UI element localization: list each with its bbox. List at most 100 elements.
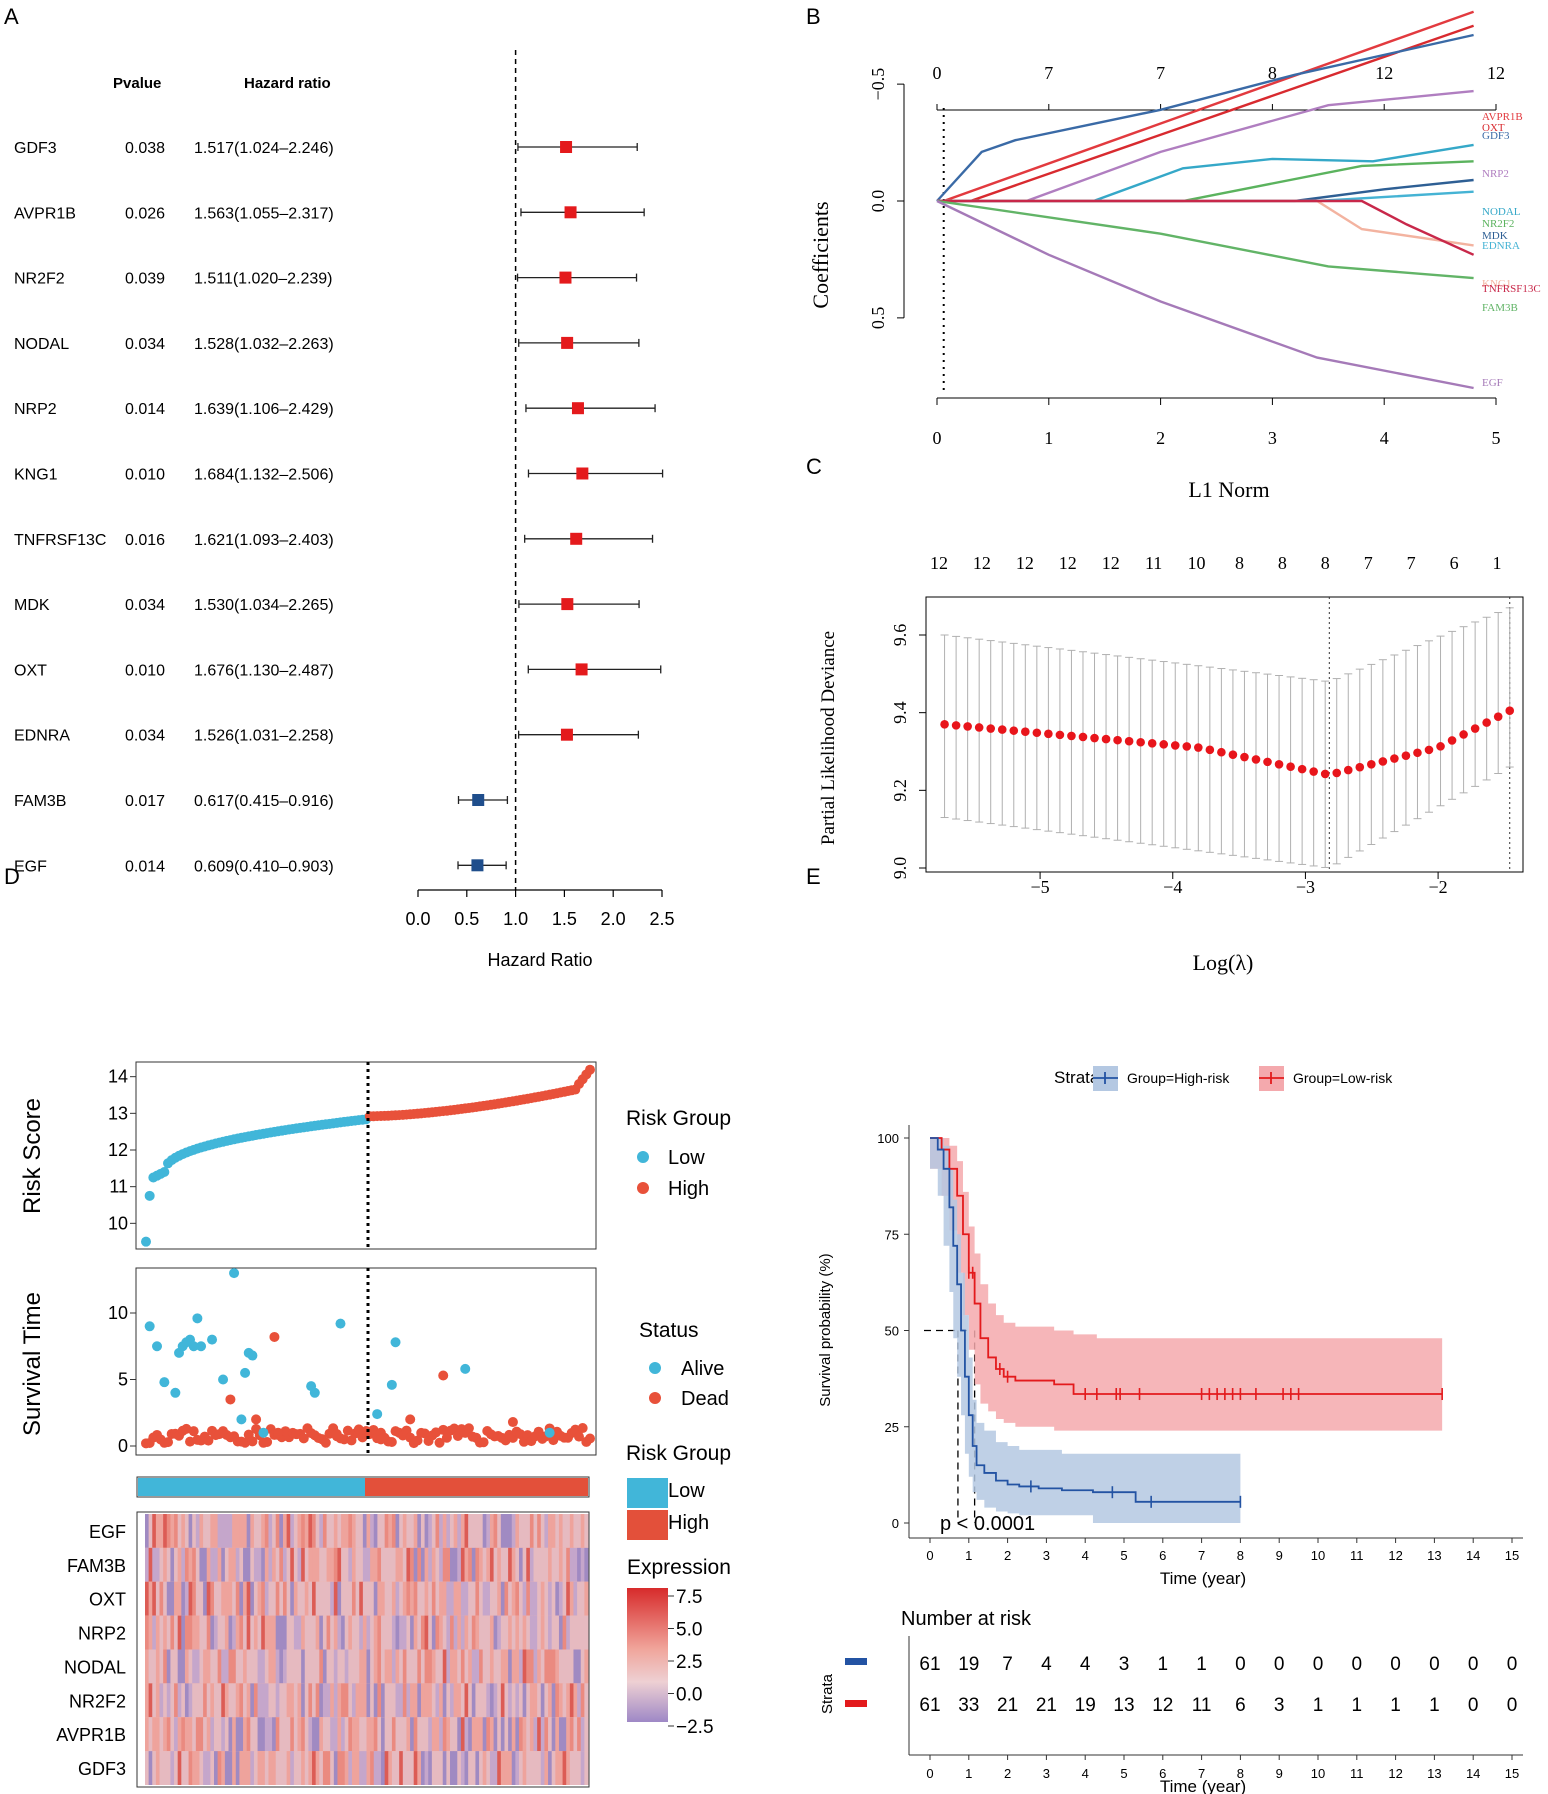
panel-b-lasso-coefficients: 0 7 7 8 12 120 1 2 3 4 5L1 Norm−0.50.00.5Coefficie… <box>808 10 1541 502</box>
heatmap-cell <box>348 1615 353 1650</box>
heatmap-cell <box>544 1649 549 1684</box>
series-label-nr2f2: NR2F2 <box>1482 218 1514 230</box>
heatmap-cell <box>184 1717 189 1752</box>
heatmap-cell <box>548 1615 553 1650</box>
heatmap-cell <box>239 1683 244 1718</box>
top-tick-label: 7 <box>1044 63 1053 83</box>
panel-label-e: E <box>806 864 821 889</box>
forest-row-egf: EGF 0.014 0.609(0.410–0.903) <box>14 858 507 875</box>
heatmap-cell <box>279 1514 284 1548</box>
hazard-ratio-value: 1.621(1.093–2.403) <box>194 532 334 549</box>
heatmap-cell <box>500 1649 505 1684</box>
series-label-kng1: KNG1 <box>1482 278 1511 290</box>
hazard-ratio-marker <box>561 336 574 349</box>
heatmap-cell <box>580 1717 585 1752</box>
status-legend-alive-dot <box>649 1362 661 1374</box>
heatmap-cell <box>221 1751 226 1785</box>
heatmap-cell <box>308 1547 313 1582</box>
hazard-ratio-value: 1.530(1.034–2.265) <box>194 597 334 614</box>
heatmap-cell <box>290 1751 295 1785</box>
heatmap-cell <box>497 1514 502 1548</box>
heatmap-cell <box>497 1751 502 1785</box>
heatmap-cell <box>333 1649 338 1684</box>
heatmap-cell <box>410 1717 415 1752</box>
heatmap-cell <box>221 1717 226 1752</box>
heatmap-cell <box>446 1547 451 1582</box>
heatmap-cell <box>152 1717 157 1752</box>
heatmap-cell <box>344 1751 349 1785</box>
heatmap-cell <box>558 1615 563 1650</box>
heatmap-cell <box>373 1615 378 1650</box>
deviance-point <box>1009 726 1019 735</box>
heatmap-cell <box>533 1683 538 1718</box>
gene-label: GDF3 <box>14 140 57 157</box>
heatmap-cell <box>366 1683 371 1718</box>
heatmap-cell <box>420 1581 425 1616</box>
heatmap-cell <box>468 1751 473 1785</box>
heatmap-cell <box>533 1581 538 1616</box>
heatmap-cell <box>489 1547 494 1582</box>
heatmap-cell <box>337 1547 342 1582</box>
y-tick-label: 14 <box>108 1067 128 1087</box>
heatmap-cell <box>428 1581 433 1616</box>
heatmap-cell <box>163 1717 168 1752</box>
heatmap-cell <box>511 1615 516 1650</box>
heatmap-cell <box>511 1683 516 1718</box>
heatmap-cell <box>471 1547 476 1582</box>
heatmap-cell <box>584 1717 589 1752</box>
heatmap-cell <box>333 1581 338 1616</box>
heatmap-cell <box>312 1683 317 1718</box>
heatmap-cell <box>159 1649 164 1684</box>
heatmap-cell <box>206 1649 211 1684</box>
heatmap-cell <box>479 1514 484 1548</box>
heatmap-cell <box>402 1615 407 1650</box>
heatmap-gene-label: NODAL <box>64 1657 126 1677</box>
heatmap-cell <box>540 1547 545 1582</box>
pvalue-value: 0.010 <box>125 662 165 679</box>
heatmap-cell <box>253 1649 258 1684</box>
heatmap-cell <box>250 1615 255 1650</box>
heatmap-cell <box>290 1717 295 1752</box>
heatmap-cell <box>348 1581 353 1616</box>
heatmap-cell <box>152 1547 157 1582</box>
heatmap-cell <box>439 1547 444 1582</box>
heatmap-cell <box>203 1581 208 1616</box>
heatmap-cell <box>370 1683 375 1718</box>
heatmap-cell <box>410 1615 415 1650</box>
heatmap-cell <box>362 1547 367 1582</box>
heatmap-cell <box>515 1649 520 1684</box>
top-tick-label: 8 <box>1321 553 1330 573</box>
risk-table-high-swatch <box>845 1658 867 1665</box>
pvalue-value: 0.034 <box>125 597 165 614</box>
heatmap-cell <box>519 1649 524 1684</box>
heatmap-cell <box>362 1581 367 1616</box>
heatmap-cell <box>228 1615 233 1650</box>
heatmap-cell <box>373 1649 378 1684</box>
y-tick-label: 10 <box>108 1213 128 1233</box>
heatmap-cell <box>359 1751 364 1785</box>
heatmap-cell <box>450 1547 455 1582</box>
heatmap-cell <box>500 1514 505 1548</box>
heatmap-cell <box>330 1683 335 1718</box>
expression-colorbar <box>627 1588 668 1722</box>
heatmap-cell <box>253 1547 258 1582</box>
heatmap-cell <box>286 1615 291 1650</box>
heatmap-cell <box>482 1581 487 1616</box>
heatmap-cell <box>577 1547 582 1582</box>
alive-patient-point <box>152 1341 163 1352</box>
deviance-point <box>1413 748 1422 758</box>
heatmap-cell <box>551 1717 556 1752</box>
risk-table-high-count: 3 <box>1119 1654 1130 1675</box>
heatmap-cell <box>163 1649 168 1684</box>
heatmap-cell <box>312 1581 317 1616</box>
heatmap-cell <box>435 1717 440 1752</box>
hazard-ratio-marker <box>575 663 588 676</box>
heatmap-cell <box>558 1514 563 1548</box>
heatmap-cell <box>526 1649 531 1684</box>
heatmap-cell <box>475 1547 480 1582</box>
heatmap-cell <box>370 1649 375 1684</box>
heatmap-cell <box>203 1649 208 1684</box>
heatmap-cell <box>166 1615 171 1650</box>
heatmap-cell <box>257 1717 262 1752</box>
risk-table-x-tick-label: 7 <box>1198 1766 1205 1781</box>
